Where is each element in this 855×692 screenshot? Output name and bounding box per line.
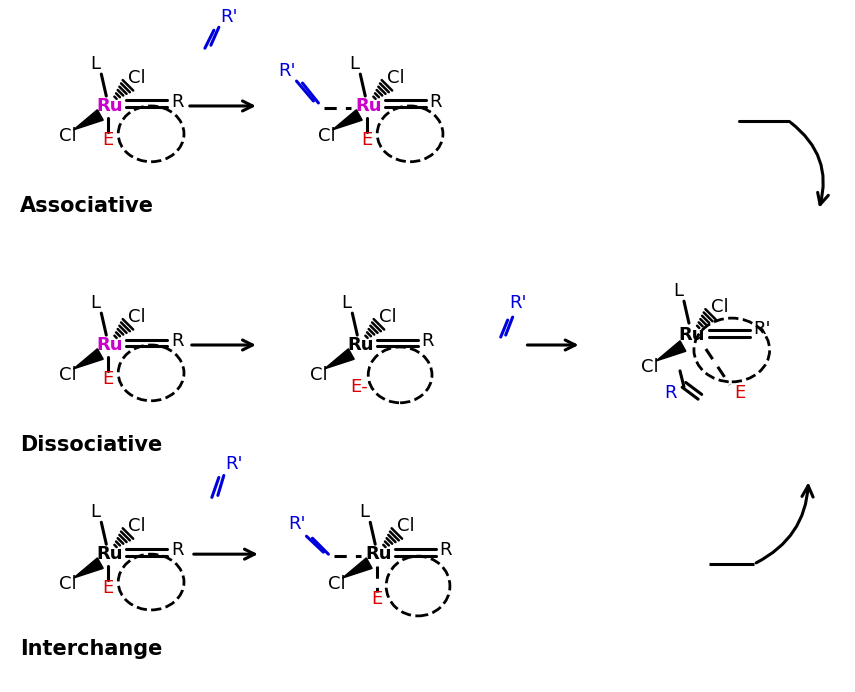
Text: Dissociative: Dissociative bbox=[20, 435, 162, 455]
Text: Cl: Cl bbox=[641, 358, 659, 376]
Text: E: E bbox=[734, 384, 746, 402]
Text: Interchange: Interchange bbox=[20, 639, 162, 659]
Text: Ru: Ru bbox=[96, 336, 122, 354]
Text: E: E bbox=[103, 131, 114, 149]
Text: Cl: Cl bbox=[310, 366, 327, 384]
Text: L: L bbox=[673, 282, 683, 300]
Text: R': R' bbox=[225, 455, 243, 473]
Text: R: R bbox=[171, 93, 183, 111]
Text: E: E bbox=[103, 370, 114, 388]
Text: R: R bbox=[430, 93, 442, 111]
Text: E: E bbox=[372, 590, 383, 608]
Text: L: L bbox=[359, 503, 369, 521]
Text: L: L bbox=[350, 55, 359, 73]
Text: R: R bbox=[663, 384, 676, 402]
Text: Cl: Cl bbox=[128, 518, 146, 536]
Text: R': R' bbox=[220, 8, 238, 26]
Text: Cl: Cl bbox=[380, 308, 397, 326]
Polygon shape bbox=[324, 349, 354, 369]
Text: R: R bbox=[171, 541, 183, 559]
Text: E: E bbox=[103, 579, 114, 597]
Text: L: L bbox=[91, 55, 100, 73]
Text: R: R bbox=[171, 332, 183, 350]
Text: Ru: Ru bbox=[96, 97, 122, 115]
Text: Associative: Associative bbox=[20, 196, 154, 216]
Text: R': R' bbox=[278, 62, 295, 80]
Text: Cl: Cl bbox=[398, 518, 415, 536]
Text: R: R bbox=[439, 541, 452, 559]
Text: Ru: Ru bbox=[96, 545, 122, 563]
Text: Ru: Ru bbox=[679, 326, 705, 344]
Text: Cl: Cl bbox=[59, 366, 76, 384]
Polygon shape bbox=[74, 349, 103, 369]
Text: Ru: Ru bbox=[355, 97, 381, 115]
Text: R': R' bbox=[509, 294, 527, 312]
Polygon shape bbox=[74, 558, 103, 578]
Text: L: L bbox=[91, 294, 100, 312]
Text: Cl: Cl bbox=[317, 127, 335, 145]
Text: L: L bbox=[341, 294, 351, 312]
Text: Cl: Cl bbox=[387, 69, 405, 87]
Text: Cl: Cl bbox=[59, 127, 76, 145]
Polygon shape bbox=[333, 110, 363, 130]
Text: R': R' bbox=[288, 516, 305, 534]
Text: Ru: Ru bbox=[347, 336, 374, 354]
Text: E: E bbox=[362, 131, 373, 149]
Text: L: L bbox=[91, 503, 100, 521]
Polygon shape bbox=[74, 110, 103, 130]
Text: R: R bbox=[422, 332, 434, 350]
Text: Cl: Cl bbox=[128, 308, 146, 326]
Text: Ru: Ru bbox=[365, 545, 392, 563]
Text: Cl: Cl bbox=[711, 298, 728, 316]
Text: Cl: Cl bbox=[327, 575, 345, 593]
Polygon shape bbox=[342, 558, 372, 578]
Text: Cl: Cl bbox=[59, 575, 76, 593]
Text: E-: E- bbox=[351, 378, 369, 396]
Text: R': R' bbox=[753, 320, 770, 338]
Polygon shape bbox=[656, 340, 686, 361]
Text: Cl: Cl bbox=[128, 69, 146, 87]
